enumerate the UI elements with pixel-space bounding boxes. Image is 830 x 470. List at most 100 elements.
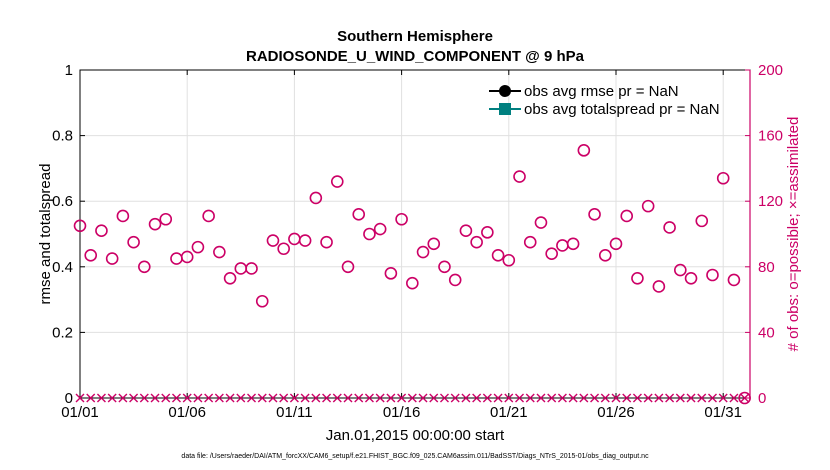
- y-right-tick-label: 80: [758, 259, 775, 276]
- obs-assimilated-marker: [311, 393, 321, 403]
- obs-assimilated-marker: [675, 393, 685, 403]
- y-left-tick-label: 1: [65, 62, 73, 79]
- obs-assimilated-stroke: [171, 393, 181, 403]
- obs-assimilated-marker: [547, 393, 557, 403]
- obs-assimilated-stroke: [718, 393, 728, 403]
- obs-assimilated-marker: [461, 393, 471, 403]
- obs-possible-marker: [502, 253, 516, 267]
- obs-possible-marker: [470, 235, 483, 249]
- obs-assimilated-stroke: [697, 393, 707, 403]
- data-file-footer: data file: /Users/raeder/DAI/ATM_forcXX/…: [181, 453, 649, 460]
- obs-possible-marker: [652, 280, 666, 293]
- obs-possible-marker: [105, 252, 119, 265]
- obs-possible-marker: [266, 234, 280, 247]
- obs-possible-marker: [202, 209, 215, 223]
- obs-possible-marker: [148, 217, 162, 231]
- obs-assimilated-stroke: [418, 393, 428, 403]
- obs-assimilated-marker: [96, 393, 106, 403]
- legend: obs avg rmse pr = NaN obs avg totalsprea…: [489, 83, 720, 118]
- obs-assimilated-stroke: [611, 393, 621, 403]
- x-tick-label: 01/21: [490, 404, 528, 421]
- x-tick-label: 01/26: [597, 404, 635, 421]
- obs-assimilated-marker: [568, 393, 578, 403]
- obs-assimilated-stroke: [86, 393, 96, 403]
- obs-possible-marker: [245, 262, 258, 275]
- obs-assimilated-marker: [118, 393, 128, 403]
- obs-assimilated-marker: [439, 393, 449, 403]
- obs-assimilated-stroke: [279, 393, 289, 403]
- obs-possible-marker: [84, 249, 98, 262]
- obs-possible-marker: [577, 144, 591, 157]
- obs-possible-marker: [738, 391, 751, 405]
- obs-possible-marker: [448, 273, 462, 287]
- obs-assimilated-marker: [236, 393, 246, 403]
- obs-assimilated-marker: [429, 393, 439, 403]
- obs-assimilated-stroke: [257, 393, 267, 403]
- obs-assimilated-marker: [332, 393, 342, 403]
- obs-possible-marker: [706, 268, 719, 282]
- obs-assimilated-stroke: [182, 393, 192, 403]
- obs-assimilated-stroke: [536, 393, 546, 403]
- obs-assimilated-stroke: [525, 393, 535, 403]
- obs-assimilated-stroke: [504, 393, 514, 403]
- obs-assimilated-marker: [622, 393, 632, 403]
- obs-assimilated-stroke: [407, 393, 417, 403]
- obs-assimilated-marker: [450, 393, 460, 403]
- obs-assimilated-stroke: [322, 393, 332, 403]
- obs-possible-marker: [191, 240, 205, 254]
- obs-assimilated-marker: [139, 393, 149, 403]
- x-tick-label: 01/31: [704, 404, 742, 421]
- obs-assimilated-stroke: [579, 393, 589, 403]
- obs-assimilated-marker: [697, 393, 707, 403]
- y-left-tick-label: 0.2: [52, 324, 73, 341]
- obs-possible-marker: [127, 235, 140, 249]
- obs-possible-marker: [598, 249, 612, 262]
- obs-assimilated-stroke: [118, 393, 128, 403]
- obs-possible-marker: [298, 234, 312, 247]
- obs-assimilated-marker: [536, 393, 546, 403]
- obs-assimilated-stroke: [547, 393, 557, 403]
- obs-possible-marker: [566, 237, 580, 251]
- obs-assimilated-marker: [343, 393, 353, 403]
- legend-rmse-marker: [499, 85, 511, 97]
- obs-possible-marker: [373, 222, 387, 236]
- obs-possible-marker: [674, 263, 687, 277]
- obs-assimilated-stroke: [375, 393, 385, 403]
- y-left-tick-label: 0.4: [52, 259, 73, 276]
- obs-assimilated-stroke: [707, 393, 717, 403]
- obs-assimilated-marker: [268, 393, 278, 403]
- obs-assimilated-stroke: [515, 393, 525, 403]
- obs-assimilated-stroke: [622, 393, 632, 403]
- y-right-tick-label: 160: [758, 128, 783, 145]
- obs-assimilated-stroke: [150, 393, 160, 403]
- obs-assimilated-stroke: [332, 393, 342, 403]
- obs-assimilated-marker: [686, 393, 696, 403]
- obs-assimilated-stroke: [386, 393, 396, 403]
- y-left-tick-label: 0: [65, 390, 73, 407]
- obs-assimilated-marker: [86, 393, 96, 403]
- obs-assimilated-marker: [515, 393, 525, 403]
- obs-assimilated-marker: [407, 393, 417, 403]
- obs-assimilated-marker: [107, 393, 117, 403]
- obs-assimilated-marker: [418, 393, 428, 403]
- obs-possible-marker: [513, 170, 526, 183]
- obs-assimilated-stroke: [493, 393, 503, 403]
- obs-possible-marker: [695, 214, 709, 228]
- obs-assimilated-stroke: [740, 393, 750, 403]
- y-right-axis-label: # of obs: o=possible; ×=assimilated: [785, 117, 802, 352]
- obs-assimilated-marker: [740, 393, 750, 403]
- obs-assimilated-stroke: [354, 393, 364, 403]
- obs-possible-marker: [523, 235, 537, 249]
- obs-assimilated-marker: [600, 393, 610, 403]
- obs-possible-marker: [716, 171, 730, 185]
- obs-possible-marker: [341, 260, 355, 274]
- obs-possible-marker: [416, 245, 430, 259]
- obs-possible-marker: [116, 209, 130, 223]
- obs-possible-marker: [491, 249, 505, 262]
- obs-assimilated-stroke: [214, 393, 224, 403]
- obs-assimilated-stroke: [268, 393, 278, 403]
- obs-possible-marker: [395, 212, 408, 226]
- obs-assimilated-stroke: [557, 393, 567, 403]
- obs-assimilated-marker: [204, 393, 214, 403]
- obs-assimilated-marker: [632, 393, 642, 403]
